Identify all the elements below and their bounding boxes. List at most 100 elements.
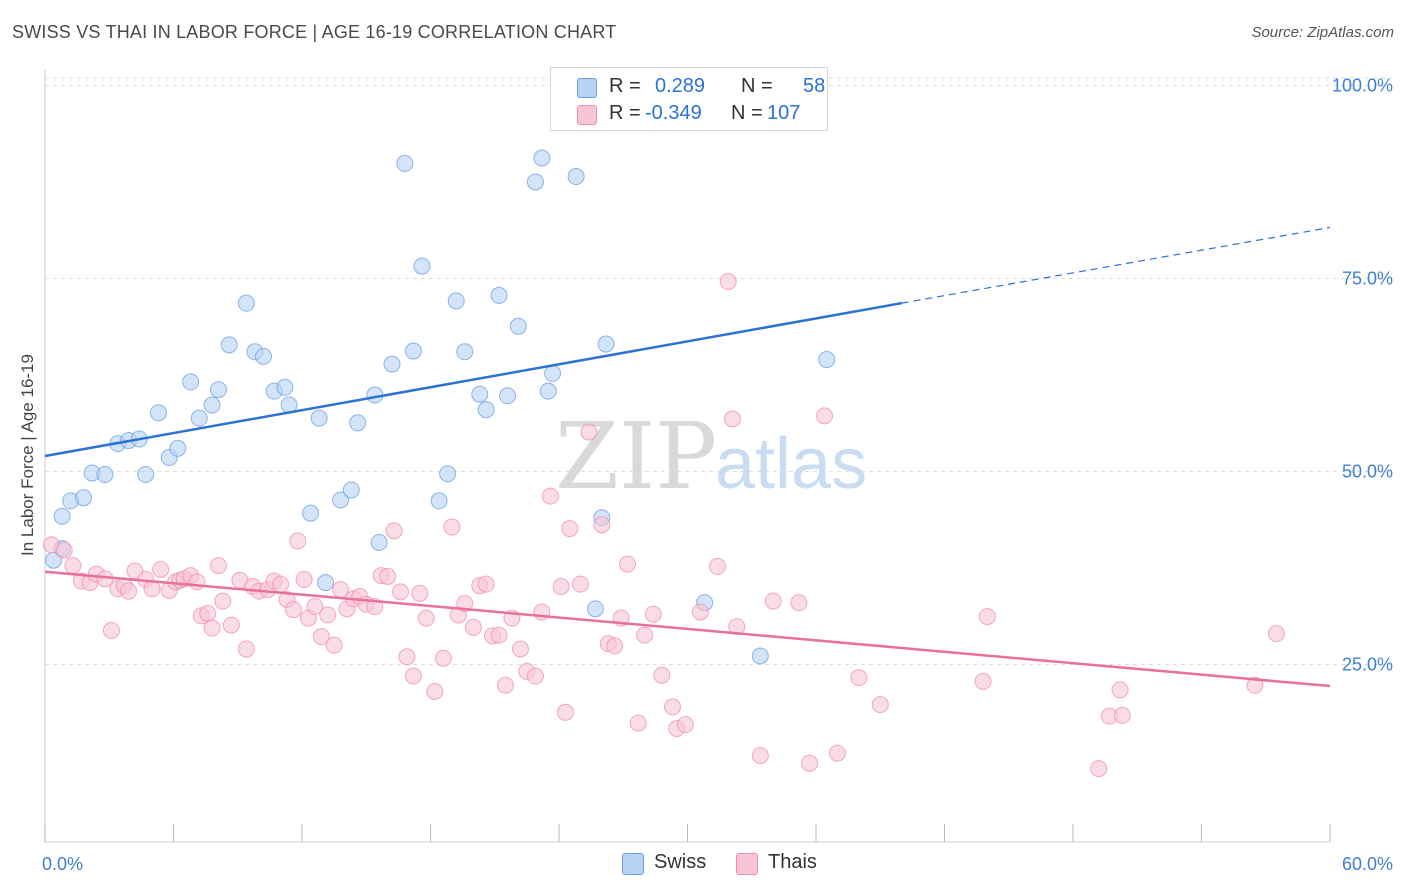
- point-thais: [284, 601, 302, 619]
- point-thais: [790, 594, 808, 612]
- point-thais: [456, 594, 474, 612]
- point-thais: [978, 608, 996, 626]
- point-swiss: [539, 382, 557, 400]
- trendlines: [44, 226, 1331, 688]
- point-thais: [828, 744, 846, 762]
- point-thais: [295, 571, 313, 589]
- point-thais: [1246, 676, 1264, 694]
- legend-n-value-thais: 107: [767, 102, 801, 124]
- point-thais: [434, 649, 452, 667]
- point-thais: [816, 407, 834, 425]
- point-thais: [398, 648, 416, 666]
- legend-swatch-thais: [577, 105, 597, 125]
- legend-r-value-thais: -0.349: [645, 102, 702, 124]
- point-thais: [561, 520, 579, 538]
- trendline-swiss: [44, 301, 902, 458]
- point-thais: [222, 616, 240, 634]
- point-thais: [571, 575, 589, 593]
- point-swiss: [276, 378, 294, 396]
- point-swiss: [404, 342, 422, 360]
- point-thais: [55, 541, 73, 559]
- point-thais: [1111, 681, 1129, 699]
- point-swiss: [447, 292, 465, 310]
- y-tick-label: 25.0%: [1342, 654, 1393, 674]
- bottom-legend-swatch-thais: [736, 853, 758, 875]
- point-thais: [552, 577, 570, 595]
- point-thais: [629, 714, 647, 732]
- point-thais: [1090, 760, 1108, 778]
- point-swiss: [526, 173, 544, 191]
- point-swiss: [383, 355, 401, 373]
- legend-r-label: R =: [609, 102, 641, 124]
- legend-r-label: R =: [609, 75, 641, 97]
- legend-r-value-swiss: 0.289: [655, 75, 706, 97]
- legend-row-swiss: R = 0.289 N = 58: [551, 74, 827, 100]
- point-thais: [490, 626, 508, 644]
- point-swiss: [254, 347, 272, 365]
- point-thais: [708, 557, 726, 575]
- point-thais: [764, 592, 782, 610]
- x-tick-label: 60.0%: [1342, 854, 1393, 874]
- point-thais: [636, 626, 654, 644]
- point-thais: [306, 598, 324, 616]
- point-swiss: [544, 364, 562, 382]
- y-axis-label: In Labor Force | Age 16-19: [18, 354, 37, 556]
- point-thais: [751, 747, 769, 765]
- watermark: ZIP atlas: [555, 403, 867, 510]
- data-points: [42, 76, 1285, 778]
- point-swiss: [533, 149, 551, 167]
- point-thais: [580, 423, 598, 441]
- point-thais: [691, 603, 709, 621]
- trendline-thais: [44, 570, 1331, 688]
- point-swiss: [190, 409, 208, 427]
- point-thais: [272, 575, 290, 593]
- bottom-legend-label-swiss: Swiss: [654, 851, 707, 873]
- point-thais: [152, 560, 170, 578]
- point-swiss: [370, 533, 388, 551]
- point-thais: [209, 557, 227, 575]
- legend-n-label: N =: [731, 102, 763, 124]
- point-thais: [593, 516, 611, 534]
- point-swiss: [349, 414, 367, 432]
- point-thais: [199, 604, 217, 622]
- trendline-extension-swiss: [901, 226, 1331, 304]
- point-thais: [644, 605, 662, 623]
- point-swiss: [96, 466, 114, 484]
- point-thais: [541, 487, 559, 505]
- point-thais: [443, 518, 461, 536]
- point-thais: [404, 667, 422, 685]
- watermark-zip: ZIP: [555, 403, 717, 510]
- point-thais: [496, 676, 514, 694]
- point-thais: [526, 667, 544, 685]
- point-thais: [312, 628, 330, 646]
- point-swiss: [310, 409, 328, 427]
- point-swiss: [150, 404, 168, 422]
- point-thais: [319, 606, 337, 624]
- point-thais: [102, 621, 120, 639]
- point-thais: [203, 619, 221, 637]
- point-thais: [850, 669, 868, 687]
- point-thais: [1113, 706, 1131, 724]
- tick-labels: 25.0% 50.0% 75.0% 100.0% 0.0% 60.0%: [42, 75, 1393, 874]
- point-swiss: [220, 336, 238, 354]
- point-thais: [411, 584, 429, 602]
- point-thais: [619, 555, 637, 573]
- point-thais: [214, 592, 232, 610]
- point-thais: [728, 618, 746, 636]
- point-swiss: [499, 387, 517, 405]
- point-thais: [477, 575, 495, 593]
- point-thais: [801, 754, 819, 772]
- point-swiss: [586, 600, 604, 618]
- point-swiss: [75, 489, 93, 507]
- point-thais: [120, 582, 138, 600]
- legend-n-label: N =: [741, 75, 773, 97]
- point-swiss: [597, 335, 615, 353]
- point-swiss: [430, 492, 448, 510]
- point-swiss: [53, 507, 71, 525]
- x-tick-label: 0.0%: [42, 854, 83, 874]
- watermark-atlas: atlas: [715, 424, 867, 504]
- point-swiss: [818, 351, 836, 368]
- point-thais: [723, 410, 741, 428]
- point-swiss: [342, 481, 360, 499]
- point-swiss: [203, 396, 221, 414]
